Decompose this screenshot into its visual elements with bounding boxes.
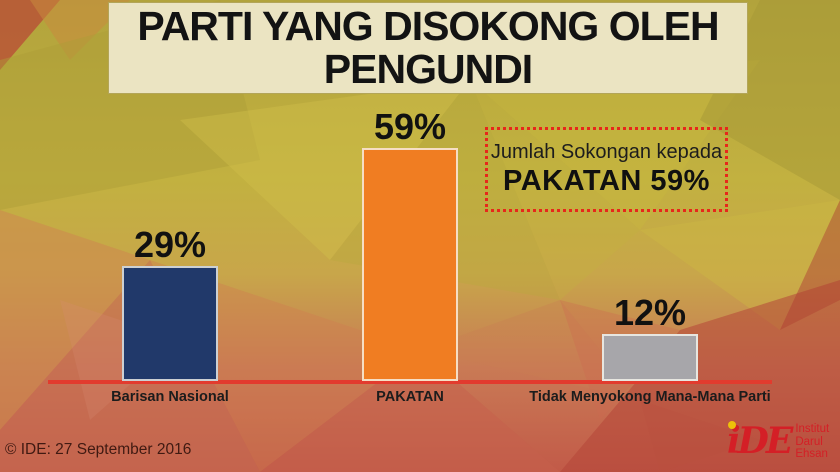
copyright-text: © IDE: 27 September 2016	[5, 441, 192, 458]
bar-group-tidak-menyokong: 12%	[530, 295, 770, 381]
value-label: 59%	[373, 106, 447, 147]
logo-text-line2: Darul	[795, 435, 823, 448]
annotation-text: Jumlah Sokongan kepada	[490, 141, 723, 164]
chart-baseline	[48, 380, 772, 384]
ide-logo: iDE Institut Darul Ehsan	[727, 417, 839, 469]
bar	[602, 334, 698, 381]
logo-mark-text: iDE	[727, 420, 793, 462]
bar	[122, 266, 218, 381]
bar-group-barisan-nasional: 29%	[50, 227, 290, 381]
category-label-tidak-menyokong: Tidak Menyokong Mana-Mana Parti	[529, 389, 771, 405]
logo-text-line1: Institut	[795, 423, 830, 435]
title-box: PARTI YANG DISOKONG OLEH PENGUNDI	[108, 2, 748, 94]
value-label: 12%	[613, 292, 687, 333]
page-title-line1: PARTI YANG DISOKONG OLEH	[137, 3, 719, 50]
bar	[362, 148, 458, 381]
logo-dot-icon	[728, 421, 736, 429]
category-label-barisan-nasional: Barisan Nasional	[111, 389, 229, 405]
annotation-highlight: PAKATAN 59%	[503, 165, 710, 198]
value-label: 29%	[133, 224, 207, 265]
category-label-pakatan: PAKATAN	[376, 389, 444, 405]
annotation-box: Jumlah Sokongan kepada PAKATAN 59%	[485, 127, 728, 212]
ide-logo-text: Institut Darul Ehsan	[795, 423, 829, 461]
page-title-line2: PENGUNDI	[323, 46, 533, 92]
ide-logo-mark: iDE	[727, 417, 793, 465]
bar-group-pakatan: 59%	[290, 109, 530, 381]
logo-text-line3: Ehsan	[795, 448, 828, 460]
